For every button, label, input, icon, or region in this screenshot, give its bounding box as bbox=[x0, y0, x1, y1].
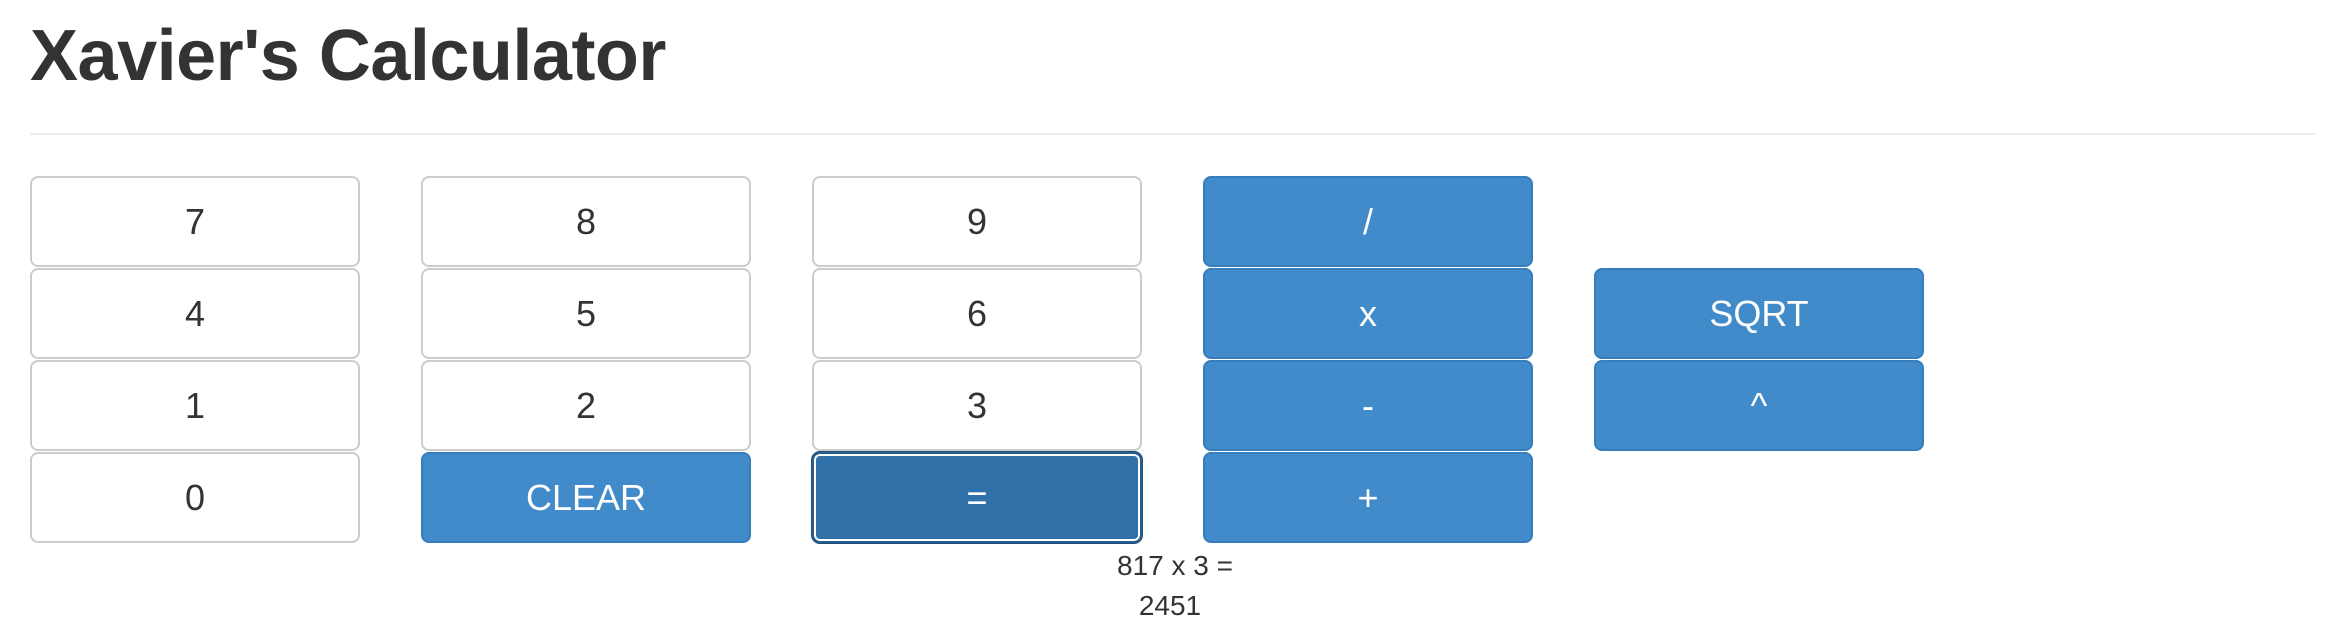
digit-3-button[interactable]: 3 bbox=[812, 360, 1142, 451]
add-button[interactable]: + bbox=[1203, 452, 1533, 543]
digit-4-button[interactable]: 4 bbox=[30, 268, 360, 359]
header-divider bbox=[30, 133, 2316, 135]
digit-2-button[interactable]: 2 bbox=[421, 360, 751, 451]
digit-0-button[interactable]: 0 bbox=[30, 452, 360, 543]
sqrt-button[interactable]: SQRT bbox=[1594, 268, 1924, 359]
result-display: 2451 bbox=[1138, 590, 1202, 621]
digit-9-button[interactable]: 9 bbox=[812, 176, 1142, 267]
digit-1-button[interactable]: 1 bbox=[30, 360, 360, 451]
clear-button[interactable]: CLEAR bbox=[421, 452, 751, 543]
digit-8-button[interactable]: 8 bbox=[421, 176, 751, 267]
multiply-button[interactable]: x bbox=[1203, 268, 1533, 359]
power-button[interactable]: ^ bbox=[1594, 360, 1924, 451]
equals-button[interactable]: = bbox=[812, 452, 1142, 543]
digit-5-button[interactable]: 5 bbox=[421, 268, 751, 359]
digit-7-button[interactable]: 7 bbox=[30, 176, 360, 267]
digit-6-button[interactable]: 6 bbox=[812, 268, 1142, 359]
subtract-button[interactable]: - bbox=[1203, 360, 1533, 451]
expression-display: 817 x 3 = bbox=[1117, 550, 1233, 581]
page-title: Xavier's Calculator bbox=[30, 16, 666, 96]
divide-button[interactable]: / bbox=[1203, 176, 1533, 267]
